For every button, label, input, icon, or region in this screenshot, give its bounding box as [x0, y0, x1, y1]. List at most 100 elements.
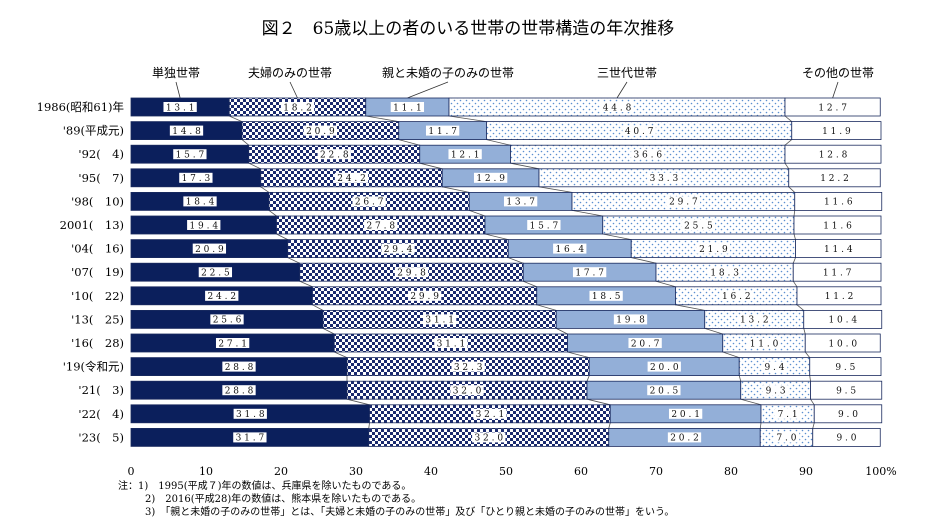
data-label: 1 9 . 8	[616, 316, 645, 326]
x-axis: 0 10 20 30 40 50 60 70 80 90 100%	[128, 465, 897, 478]
data-label-box	[835, 408, 861, 419]
data-label: 9 . 5	[836, 387, 856, 397]
connector-line	[469, 210, 486, 217]
connector-line	[810, 398, 815, 406]
connector-line	[738, 375, 742, 382]
legend-leader-line	[407, 81, 449, 99]
data-label-box	[527, 220, 561, 230]
data-label: 2 9 . 8	[397, 269, 426, 279]
data-label-box	[622, 125, 656, 136]
connector-line	[571, 210, 603, 217]
connector-line	[260, 186, 270, 193]
connector-line	[248, 162, 261, 170]
connector-line	[268, 210, 277, 217]
data-label-box	[222, 385, 256, 396]
category-label: '13( 25)	[71, 312, 124, 326]
category-label: '10( 22)	[71, 289, 124, 303]
row-labels: 1986(昭和61)年 '89(平成元) '92( 4) '95( 7) '98( 10…	[37, 100, 124, 444]
connector-line	[484, 233, 509, 240]
x-tick-label: 100%	[865, 465, 896, 478]
data-label: 3 2 . 1	[476, 410, 505, 420]
data-label: 1 1 . 6	[824, 198, 853, 208]
footnote: 3) 「親と未婚の子のみの世帯」とは、「夫婦と未婚の子のみの世帯」及び「ひとり親…	[145, 505, 674, 518]
x-tick-label: 0	[128, 465, 135, 478]
data-label: 7 . 1	[778, 410, 798, 420]
connector-line	[508, 257, 524, 264]
data-label-box	[647, 385, 681, 396]
category-label: '89(平成元)	[63, 124, 124, 138]
connector-line	[322, 328, 335, 335]
data-label: 4 4 . 8	[603, 103, 632, 113]
data-label-box	[390, 102, 425, 112]
data-label: 1 8 . 2	[283, 103, 312, 113]
data-label: 2 0 . 9	[195, 245, 224, 255]
category-label: 2001( 13)	[60, 218, 124, 232]
data-label-box	[774, 408, 801, 419]
category-label: '98( 10)	[71, 194, 124, 208]
legend-parent-child: 親と未婚の子のみの世帯	[382, 66, 514, 80]
data-label-box	[472, 432, 506, 443]
connector-line	[510, 162, 540, 170]
data-label-box	[187, 220, 221, 230]
data-label-box	[668, 408, 703, 419]
data-label-box	[628, 338, 662, 348]
connector-line	[796, 304, 805, 311]
connector-line	[812, 422, 815, 429]
data-label-box	[198, 267, 233, 278]
data-label-box	[205, 290, 239, 301]
connector-line	[788, 186, 796, 193]
data-label-box	[647, 172, 681, 183]
connector-line	[631, 257, 657, 264]
connector-line	[448, 115, 487, 122]
connector-line	[740, 398, 762, 406]
legend-three-generation: 三世代世帯	[597, 66, 657, 80]
data-label: 3 2 . 0	[453, 387, 482, 397]
data-label: 3 2 . 3	[454, 363, 483, 373]
legend-leader-line	[175, 81, 181, 99]
data-label: 1 2 . 7	[818, 103, 847, 113]
data-label: 2 2 . 8	[320, 151, 349, 161]
data-label: 2 4 . 2	[337, 174, 366, 184]
data-label-box	[422, 314, 457, 325]
connector-line	[792, 280, 798, 288]
data-label: 1 7 . 7	[575, 269, 604, 279]
data-label-box	[451, 361, 485, 372]
data-label: 2 0 . 2	[670, 434, 699, 444]
connector-line	[312, 304, 324, 311]
data-label-box	[816, 149, 850, 160]
connector-line	[793, 233, 796, 240]
data-label-box	[233, 432, 267, 443]
legend-single: 単独世帯	[152, 66, 200, 80]
data-label-box	[681, 220, 716, 230]
data-label-box	[613, 314, 648, 325]
data-label-box	[666, 196, 701, 207]
data-label: 2 6 . 7	[355, 198, 384, 208]
x-tick-label: 60	[574, 465, 588, 478]
data-label: 7 . 0	[776, 434, 796, 444]
legend: 単独世帯 夫婦のみの世帯 親と未婚の子のみの世帯 三世代世帯 その他の世帯	[152, 65, 874, 99]
connector-lines	[229, 115, 815, 429]
connector-line	[792, 257, 796, 264]
data-label: 1 2 . 2	[820, 174, 849, 184]
data-label: 1 1 . 1	[393, 103, 422, 113]
data-label-box	[473, 172, 508, 183]
data-label-box	[821, 243, 855, 254]
data-label: 1 1 . 6	[823, 221, 852, 231]
data-label-box	[647, 361, 681, 372]
data-label-box	[407, 290, 442, 301]
data-label-box	[832, 361, 859, 372]
data-label-box	[179, 172, 213, 183]
category-label: '07( 19)	[71, 265, 124, 279]
connector-line	[486, 139, 511, 146]
data-label: 2 0 . 5	[650, 387, 679, 397]
data-label: 3 3 . 3	[650, 174, 679, 184]
data-label-box	[817, 172, 852, 183]
connector-line	[784, 139, 793, 146]
data-label: 1 6 . 2	[722, 292, 751, 302]
connector-line	[556, 328, 568, 335]
footnote: 注：1) 1995(平成７)年の数値は、兵庫県を除いたものである。	[118, 479, 411, 492]
data-label: 1 8 . 4	[186, 198, 215, 208]
data-label: 1 2 . 1	[451, 151, 480, 161]
data-label: 1 1 . 7	[428, 127, 457, 137]
data-label-box	[448, 149, 482, 160]
